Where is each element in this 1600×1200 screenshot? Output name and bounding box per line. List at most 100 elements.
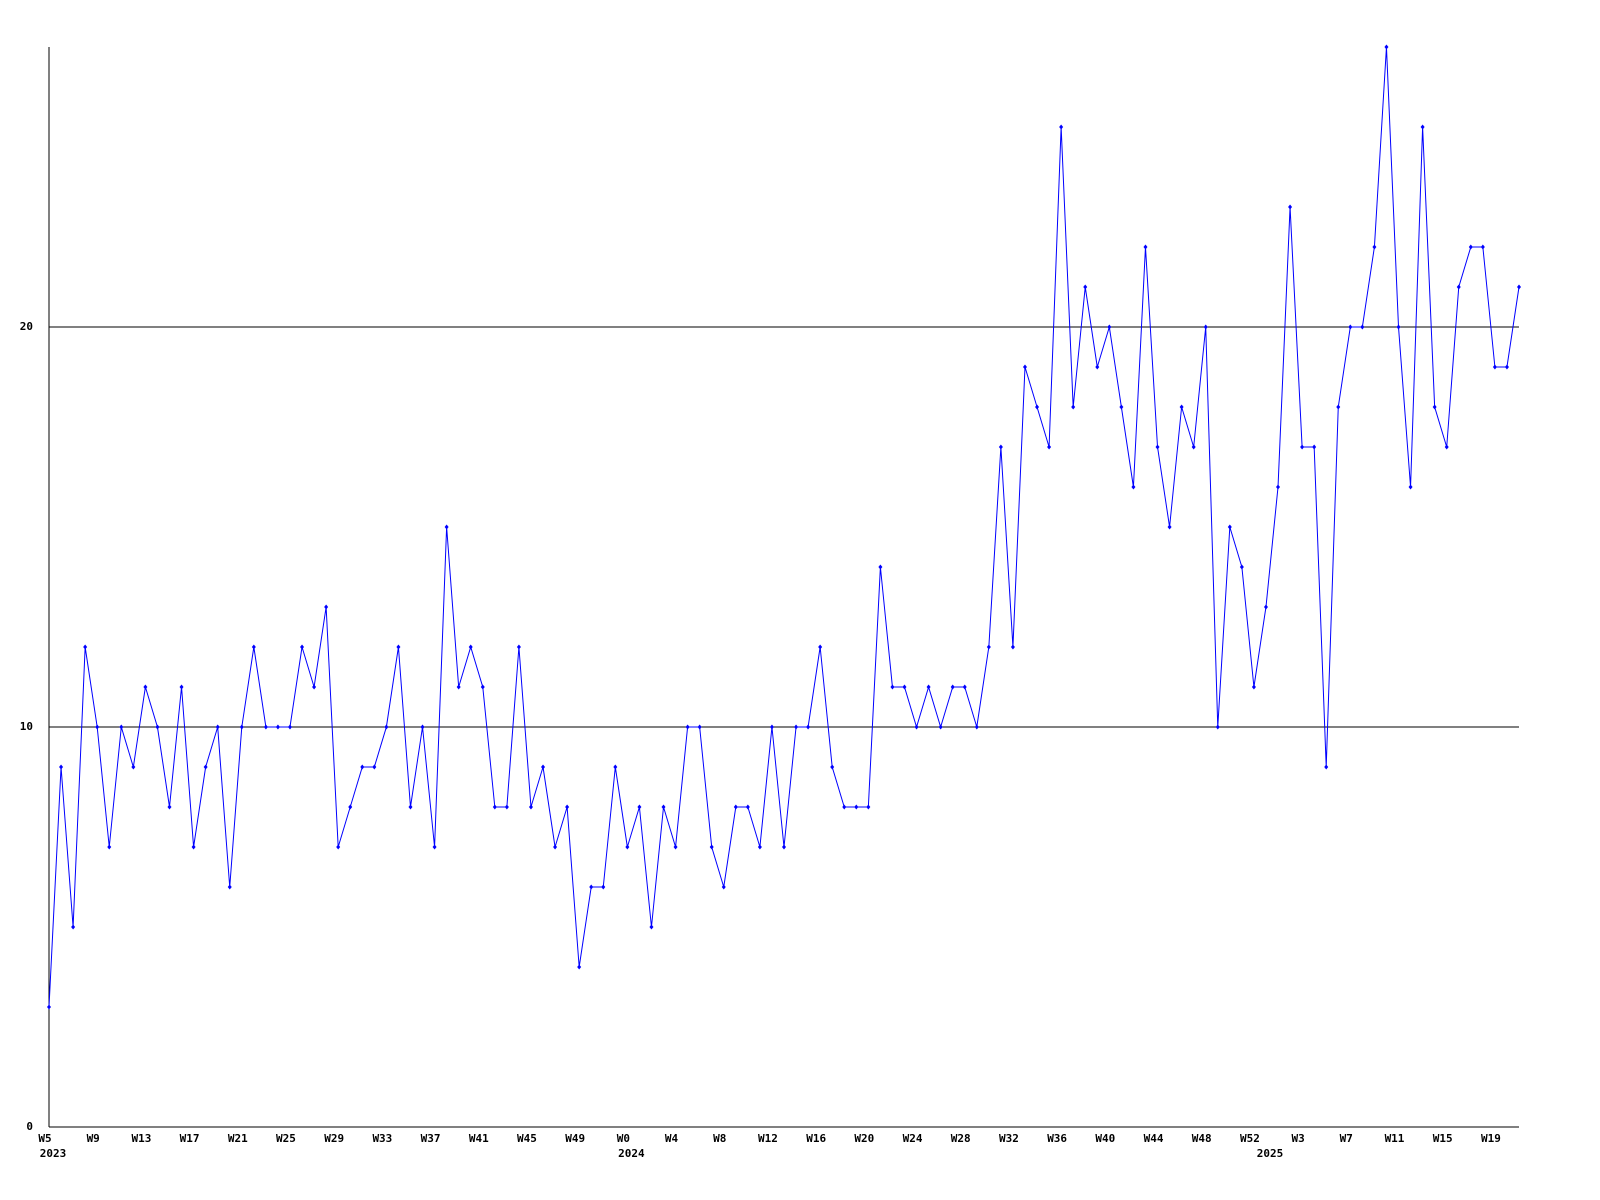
data-point — [1480, 244, 1485, 250]
data-point — [697, 724, 702, 730]
x-tick-label: W16 — [806, 1132, 826, 1145]
x-tick-label: W9 — [87, 1132, 100, 1145]
x-tick-label: W33 — [372, 1132, 392, 1145]
data-point — [227, 884, 232, 890]
data-point — [1288, 204, 1293, 210]
data-point — [962, 684, 967, 690]
x-tick-label: W44 — [1144, 1132, 1164, 1145]
x-tick-label: W32 — [999, 1132, 1019, 1145]
data-point — [504, 804, 509, 810]
data-point — [1010, 644, 1015, 650]
data-point — [1468, 244, 1473, 250]
x-tick-label: W21 — [228, 1132, 248, 1145]
data-point — [637, 804, 642, 810]
x-tick-label: W20 — [854, 1132, 874, 1145]
data-point — [1312, 444, 1317, 450]
x-tick-label: W24 — [903, 1132, 923, 1145]
data-point — [854, 804, 859, 810]
data-point — [902, 684, 907, 690]
data-point — [1372, 244, 1377, 250]
data-point — [1071, 404, 1076, 410]
data-point — [47, 1004, 51, 1010]
data-point — [408, 804, 413, 810]
data-point — [143, 684, 148, 690]
data-point — [95, 724, 100, 730]
data-point — [1324, 764, 1329, 770]
data-point — [1095, 364, 1100, 370]
x-tick-label: W45 — [517, 1132, 537, 1145]
data-point — [878, 564, 883, 570]
x-tick-label: W15 — [1433, 1132, 1453, 1145]
data-point — [589, 884, 594, 890]
data-point — [107, 844, 112, 850]
y-tick-label: 0 — [26, 1120, 33, 1133]
y-tick-label: 10 — [20, 720, 33, 733]
data-point — [1360, 324, 1365, 330]
data-point — [1215, 724, 1220, 730]
x-tick-label: W8 — [713, 1132, 726, 1145]
data-point — [866, 804, 871, 810]
data-point — [1263, 604, 1268, 610]
data-point — [119, 724, 124, 730]
data-point — [745, 804, 750, 810]
data-point — [938, 724, 943, 730]
data-point — [914, 724, 919, 730]
x-year-label: 2023 — [40, 1147, 67, 1160]
y-tick-label: 20 — [20, 320, 33, 333]
x-tick-label: W41 — [469, 1132, 489, 1145]
data-point — [384, 724, 389, 730]
data-point — [1432, 404, 1437, 410]
data-point — [191, 844, 196, 850]
x-tick-label: W7 — [1340, 1132, 1353, 1145]
data-point — [1107, 324, 1112, 330]
x-tick-label: W11 — [1385, 1132, 1405, 1145]
data-point — [1348, 324, 1353, 330]
x-year-label: 2025 — [1257, 1147, 1284, 1160]
data-point — [950, 684, 955, 690]
data-point — [733, 804, 738, 810]
data-point — [685, 724, 690, 730]
x-tick-label: W40 — [1095, 1132, 1115, 1145]
data-point — [492, 804, 497, 810]
data-point — [71, 924, 76, 930]
data-point — [1035, 404, 1040, 410]
data-point — [1336, 404, 1341, 410]
data-point — [998, 444, 1003, 450]
data-point — [1517, 284, 1521, 290]
data-point — [974, 724, 979, 730]
data-point — [336, 844, 341, 850]
data-point — [1179, 404, 1184, 410]
data-point — [1384, 44, 1389, 50]
data-point — [757, 844, 762, 850]
data-point — [1300, 444, 1305, 450]
data-point — [1143, 244, 1148, 250]
data-point — [1119, 404, 1124, 410]
data-point — [528, 804, 533, 810]
data-line — [48, 46, 1520, 1008]
x-tick-label: W49 — [565, 1132, 585, 1145]
data-point — [275, 724, 280, 730]
data-point — [155, 724, 160, 730]
x-tick-label: W29 — [324, 1132, 344, 1145]
data-point — [541, 764, 546, 770]
data-point — [444, 524, 449, 530]
data-point — [251, 644, 256, 650]
data-point — [1420, 124, 1425, 130]
x-tick-label: W13 — [131, 1132, 151, 1145]
data-point — [360, 764, 365, 770]
data-point — [372, 764, 377, 770]
data-point — [300, 644, 305, 650]
x-year-label: 2024 — [618, 1147, 645, 1160]
x-tick-label: W4 — [665, 1132, 679, 1145]
data-point — [1203, 324, 1208, 330]
data-point — [553, 844, 558, 850]
data-point — [673, 844, 678, 850]
data-point — [709, 844, 714, 850]
data-point — [516, 644, 521, 650]
data-point — [432, 844, 437, 850]
data-point — [215, 724, 220, 730]
x-tick-label: W36 — [1047, 1132, 1067, 1145]
data-point — [986, 644, 991, 650]
data-point — [649, 924, 654, 930]
